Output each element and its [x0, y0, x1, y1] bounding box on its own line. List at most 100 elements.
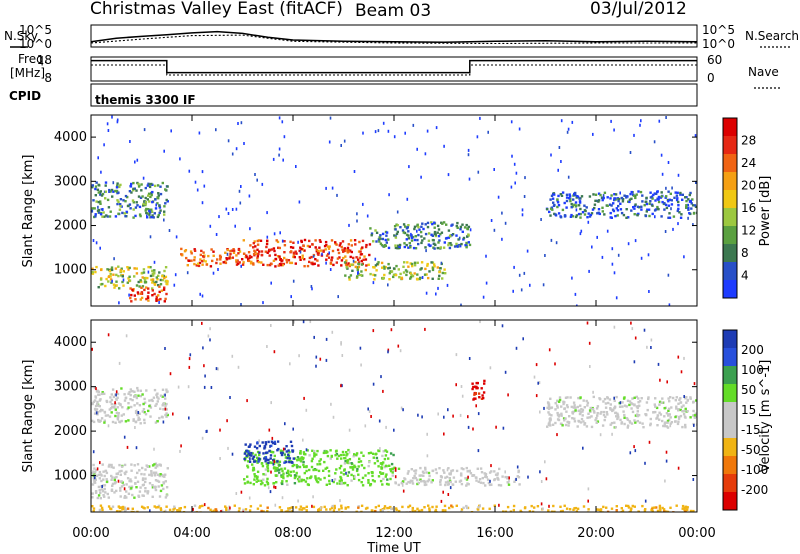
heatmap-cell — [312, 505, 316, 509]
heatmap-speckle — [648, 290, 650, 293]
heatmap-cell — [573, 404, 576, 407]
heatmap-cell — [411, 506, 414, 510]
heatmap-cell — [690, 207, 693, 210]
heatmap-cell — [161, 388, 165, 391]
heatmap-cell — [658, 411, 661, 414]
heatmap-cell — [161, 181, 164, 185]
heatmap-cell — [633, 204, 637, 208]
heatmap-cell — [665, 195, 668, 198]
heatmap-cell — [115, 273, 118, 277]
heatmap-speckle — [683, 395, 685, 398]
heatmap-cell — [347, 243, 350, 246]
heatmap-cell — [530, 504, 533, 508]
heatmap-cell — [292, 241, 295, 244]
heatmap-cell — [474, 476, 478, 479]
heatmap-cell — [680, 213, 683, 216]
heatmap-cell — [487, 481, 491, 485]
heatmap-cell — [303, 507, 306, 510]
heatmap-speckle — [273, 232, 276, 236]
heatmap-cell — [353, 453, 356, 456]
heatmap-cell — [405, 238, 408, 241]
heatmap-cell — [653, 506, 656, 509]
heatmap-cell — [219, 255, 222, 259]
heatmap-cell — [148, 200, 151, 203]
heatmap-cell — [114, 267, 118, 270]
heatmap-cell — [103, 421, 106, 424]
heatmap-cell — [188, 259, 191, 262]
heatmap-speckle — [240, 264, 242, 268]
heatmap-cell — [105, 399, 108, 403]
heatmap-cell — [110, 489, 114, 492]
heatmap-cell — [301, 507, 305, 510]
heatmap-cell — [287, 454, 291, 458]
heatmap-cell — [164, 397, 167, 400]
heatmap-cell — [348, 278, 351, 281]
heatmap-cell — [411, 482, 415, 485]
heatmap-cell — [136, 480, 140, 483]
heatmap-speckle — [372, 382, 375, 386]
heatmap-cell — [141, 285, 145, 288]
heatmap-cell — [346, 263, 349, 267]
heatmap-cell — [92, 510, 95, 512]
heatmap-cell — [482, 396, 485, 400]
heatmap-cell — [359, 460, 363, 463]
heatmap-cell — [585, 399, 588, 403]
heatmap-cell — [146, 492, 149, 495]
heatmap-speckle — [278, 153, 280, 157]
heatmap-cell — [102, 211, 105, 214]
freq-tick-top: 18 — [37, 53, 52, 67]
heatmap-cell — [270, 450, 273, 453]
heatmap-cell — [100, 392, 104, 396]
heatmap-cell — [462, 236, 466, 240]
y-tick-label: 2000 — [54, 219, 87, 234]
heatmap-cell — [640, 205, 643, 208]
heatmap-cell — [162, 402, 165, 405]
heatmap-cell — [424, 468, 427, 471]
heatmap-speckle — [683, 356, 685, 360]
heatmap-cell — [662, 424, 665, 428]
heatmap-cell — [146, 198, 149, 201]
heatmap-cell — [387, 457, 390, 460]
heatmap-cell — [424, 480, 427, 483]
x-tick-label: 16:00 — [476, 526, 513, 541]
heatmap-cell — [165, 402, 168, 406]
heatmap-cell — [613, 421, 616, 424]
heatmap-cell — [517, 470, 520, 474]
heatmap-cell — [193, 248, 196, 251]
heatmap-cell — [141, 410, 144, 413]
heatmap-cell — [212, 250, 215, 253]
heatmap-cell — [382, 265, 386, 268]
heatmap-cell — [654, 199, 657, 202]
heatmap-cell — [630, 197, 633, 200]
heatmap-cell — [133, 464, 136, 467]
heatmap-speckle — [123, 435, 126, 439]
heatmap-speckle — [163, 149, 165, 153]
heatmap-speckle — [254, 173, 256, 176]
heatmap-cell — [108, 269, 112, 273]
heatmap-cell — [278, 460, 282, 463]
heatmap-cell — [549, 214, 552, 217]
heatmap-speckle — [256, 178, 258, 182]
heatmap-speckle — [374, 257, 377, 261]
heatmap-cell — [466, 470, 469, 473]
heatmap-cell — [342, 453, 345, 457]
heatmap-cell — [675, 198, 679, 202]
heatmap-cell — [524, 506, 527, 509]
heatmap-cell — [398, 243, 402, 247]
heatmap-cell — [326, 454, 330, 458]
heatmap-cell — [430, 221, 433, 224]
heatmap-cell — [156, 420, 159, 423]
heatmap-cell — [384, 464, 388, 468]
heatmap-cell — [159, 192, 163, 196]
heatmap-cell — [154, 198, 157, 201]
heatmap-cell — [247, 460, 250, 463]
heatmap-cell — [249, 481, 252, 485]
heatmap-speckle — [340, 144, 342, 147]
heatmap-cell — [619, 202, 622, 205]
heatmap-cell — [341, 248, 344, 251]
heatmap-cell — [380, 244, 384, 247]
heatmap-cell — [677, 204, 680, 207]
heatmap-cell — [338, 256, 341, 259]
heatmap-cell — [369, 227, 372, 230]
heatmap-speckle — [507, 393, 509, 397]
